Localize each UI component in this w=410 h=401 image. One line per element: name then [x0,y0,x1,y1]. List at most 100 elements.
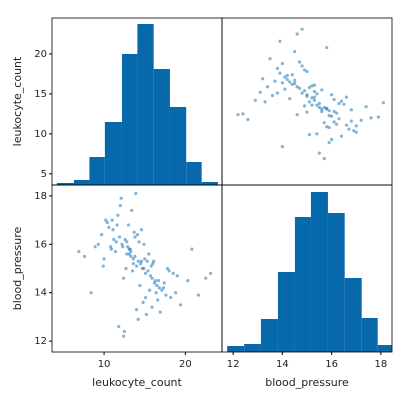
scatter-point [298,60,302,64]
scatter-point [332,97,336,102]
scatter-point [161,286,166,290]
scatter-point [112,237,116,242]
scatter-point [128,247,132,251]
histogram-bar [169,107,187,185]
histogram-bar [153,69,170,185]
scatter-point [310,96,314,100]
scatter-point [334,122,339,126]
scatter-point [186,279,190,283]
scatter-point [285,73,289,78]
scatter-point [139,262,143,266]
histogram-bar [277,272,295,352]
scatter-point [101,264,105,268]
y-tick-label: 15 [34,89,47,100]
scatter-point [113,249,118,254]
scatter-point [129,249,133,254]
scatter-point [300,27,304,31]
scatter-point [156,298,160,302]
scatter-point [315,132,319,136]
scatter-point [137,240,141,244]
scatter-point [322,105,326,110]
scatter-point [121,334,126,338]
scatter-point [330,137,334,142]
scatter-point [77,249,81,254]
panel-frame [221,17,393,186]
scatter-point [310,103,314,107]
scatter-point [339,134,344,138]
scatter-point [132,230,136,234]
scatter-point [354,130,358,134]
scatter-point [302,89,307,93]
histogram-bar [377,345,392,352]
scatter-point [283,75,287,79]
scatter-point [330,114,334,118]
scatter-point [305,69,309,74]
x-axis-label: blood_pressure [265,376,349,389]
scatter-point [280,61,284,66]
scatter-point [300,91,304,95]
scatter-point [322,121,326,125]
scatter-point [344,95,349,99]
scatter-point [160,288,164,292]
scatter-point [131,262,135,266]
scatter-point [315,103,319,107]
histogram-bar [344,278,362,352]
scatter-point [339,99,344,103]
scatter-point [110,218,114,222]
scatter-point [119,196,123,200]
scatter-point [295,113,299,117]
scatter-point [283,87,287,91]
scatter-point [253,98,257,102]
scatter-point [130,208,134,213]
scatter-point [364,105,368,109]
scatter-point [302,104,307,108]
histogram-bar [244,344,261,352]
y-axis-label: leukocyte_count [11,56,24,146]
panel-frame [51,184,223,353]
scatter-point [265,85,270,89]
panel-frame [221,184,393,353]
scatter-point [117,324,121,329]
scatter-point [117,235,122,239]
scatter-point [204,276,208,280]
scatter-point [152,281,157,285]
scatter-point [108,245,113,249]
scatter-point [162,281,166,285]
scatter-point [258,90,262,94]
scatter-point [327,125,331,130]
scatter-point [278,71,282,75]
scatter-point [327,113,331,118]
scatter-point [295,32,299,36]
scatter-point [107,225,111,229]
histogram-bar [201,182,218,185]
scatter-point [127,252,131,256]
scatter-point [332,109,336,114]
scatter-point [133,235,137,239]
y-tick-label: 10 [34,129,47,140]
scatter-point [261,77,265,81]
histogram-bar [294,217,311,352]
scatter-point [148,274,153,278]
scatter-point [158,310,162,314]
x-tick-label: 18 [375,359,388,370]
scatter-point [369,116,373,120]
scatter-point [241,112,245,116]
scatter-point [111,228,115,232]
scatter-point [139,228,144,232]
scatter-point [167,269,171,273]
scatter-point [155,283,159,288]
scatter-point [307,133,312,137]
scatter-point [96,242,100,246]
scatter-point [100,233,104,237]
x-tick-label: 12 [227,359,240,370]
histogram-bar [310,192,328,352]
scatter-point [298,86,302,90]
histogram-bar [361,318,378,352]
scatter-point [280,145,284,149]
scatter-point [275,66,280,70]
scatter-point [156,279,161,283]
scatter-point [196,293,201,297]
y-tick-label: 14 [34,288,47,299]
histogram-bar [89,157,105,185]
scatter-point [275,91,280,95]
